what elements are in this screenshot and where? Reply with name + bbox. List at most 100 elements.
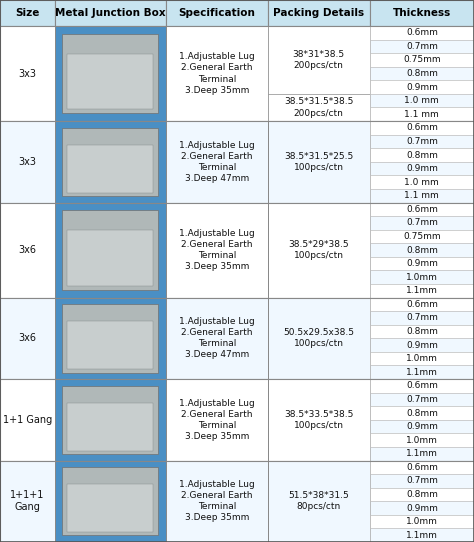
Bar [0, 203, 474, 298]
Bar [370, 176, 474, 189]
Bar [370, 311, 474, 325]
Bar [370, 474, 474, 488]
Text: Thickness: Thickness [393, 8, 451, 18]
Bar [166, 298, 268, 379]
Bar [55, 0, 166, 26]
Bar [268, 26, 370, 121]
Text: 0.75mm: 0.75mm [403, 232, 441, 241]
Bar [55, 203, 166, 298]
Bar [370, 434, 474, 447]
Bar [62, 467, 158, 535]
Text: 0.6mm: 0.6mm [406, 463, 438, 472]
Text: 1.1 mm: 1.1 mm [404, 191, 439, 200]
Text: 0.8mm: 0.8mm [406, 490, 438, 499]
Bar [166, 203, 268, 298]
Text: 51.5*38*31.5
80pcs/ctn: 51.5*38*31.5 80pcs/ctn [288, 491, 349, 511]
Bar [370, 26, 474, 40]
Bar [67, 321, 153, 369]
Bar [62, 34, 158, 113]
Text: 1.1 mm: 1.1 mm [404, 110, 439, 119]
Bar [370, 338, 474, 352]
Bar [370, 203, 474, 216]
Text: 0.6mm: 0.6mm [406, 124, 438, 132]
Bar [166, 26, 268, 121]
Text: Size: Size [15, 8, 39, 18]
Text: 0.9mm: 0.9mm [406, 259, 438, 268]
Text: 1.0mm: 1.0mm [406, 354, 438, 363]
Bar [67, 403, 153, 450]
Bar [166, 461, 268, 542]
Bar [0, 0, 55, 26]
Text: 38.5*29*38.5
100pcs/ctn: 38.5*29*38.5 100pcs/ctn [289, 240, 349, 260]
Text: 1+1 Gang: 1+1 Gang [3, 415, 52, 425]
Text: 1.0 mm: 1.0 mm [404, 178, 439, 186]
Bar [0, 203, 55, 298]
Text: 1.Adjustable Lug
2.General Earth
Terminal
3.Deep 47mm: 1.Adjustable Lug 2.General Earth Termina… [179, 141, 255, 183]
Text: 3x6: 3x6 [18, 333, 36, 343]
Bar [67, 145, 153, 192]
Bar [370, 148, 474, 162]
Text: 0.7mm: 0.7mm [406, 137, 438, 146]
Bar [67, 230, 153, 286]
Text: 0.9mm: 0.9mm [406, 422, 438, 431]
Bar [370, 298, 474, 311]
Bar [370, 392, 474, 406]
Text: 0.6mm: 0.6mm [406, 382, 438, 390]
Bar [370, 0, 474, 26]
Text: 3x3: 3x3 [18, 157, 36, 167]
Bar [370, 40, 474, 53]
Text: 0.6mm: 0.6mm [406, 205, 438, 214]
Bar [370, 94, 474, 107]
Bar [370, 379, 474, 392]
Text: 1.1mm: 1.1mm [406, 368, 438, 377]
Text: 3x6: 3x6 [18, 245, 36, 255]
Bar [370, 270, 474, 284]
Bar [268, 94, 370, 121]
Bar [62, 304, 158, 372]
Bar [0, 121, 55, 203]
Text: 1.0mm: 1.0mm [406, 273, 438, 282]
Text: 1.1mm: 1.1mm [406, 449, 438, 458]
Text: 38*31*38.5
200pcs/ctn: 38*31*38.5 200pcs/ctn [293, 50, 345, 70]
Bar [55, 379, 166, 461]
Bar [370, 53, 474, 67]
Bar [268, 121, 370, 203]
Bar [55, 461, 166, 542]
Bar [55, 121, 166, 203]
Bar [268, 203, 370, 298]
Bar [370, 216, 474, 230]
Bar [166, 379, 268, 461]
Text: 0.9mm: 0.9mm [406, 504, 438, 513]
Text: 38.5*31.5*25.5
100pcs/ctn: 38.5*31.5*25.5 100pcs/ctn [284, 152, 354, 172]
Bar [0, 379, 474, 461]
Text: 1.1mm: 1.1mm [406, 286, 438, 295]
Bar [0, 298, 474, 379]
Bar [370, 134, 474, 148]
Text: 0.9mm: 0.9mm [406, 340, 438, 350]
Text: 1.Adjustable Lug
2.General Earth
Terminal
3.Deep 35mm: 1.Adjustable Lug 2.General Earth Termina… [179, 229, 255, 271]
Bar [62, 127, 158, 196]
Text: 1.Adjustable Lug
2.General Earth
Terminal
3.Deep 35mm: 1.Adjustable Lug 2.General Earth Termina… [179, 480, 255, 522]
Text: 0.8mm: 0.8mm [406, 151, 438, 159]
Bar [67, 54, 153, 109]
Bar [0, 26, 55, 121]
Text: 0.75mm: 0.75mm [403, 55, 441, 64]
Bar [370, 515, 474, 528]
Text: 1.0mm: 1.0mm [406, 436, 438, 444]
Text: 50.5x29.5x38.5
100pcs/ctn: 50.5x29.5x38.5 100pcs/ctn [283, 328, 354, 349]
Text: 0.7mm: 0.7mm [406, 313, 438, 322]
Text: 1.Adjustable Lug
2.General Earth
Terminal
3.Deep 35mm: 1.Adjustable Lug 2.General Earth Termina… [179, 399, 255, 441]
Text: Specification: Specification [178, 8, 255, 18]
Text: 1.1mm: 1.1mm [406, 531, 438, 540]
Bar [370, 365, 474, 379]
Bar [370, 107, 474, 121]
Text: 0.8mm: 0.8mm [406, 246, 438, 255]
Bar [268, 461, 370, 542]
Text: 0.7mm: 0.7mm [406, 476, 438, 486]
Bar [0, 461, 55, 542]
Bar [370, 325, 474, 338]
Bar [268, 26, 370, 94]
Bar [370, 501, 474, 515]
Text: 0.7mm: 0.7mm [406, 395, 438, 404]
Bar [370, 488, 474, 501]
